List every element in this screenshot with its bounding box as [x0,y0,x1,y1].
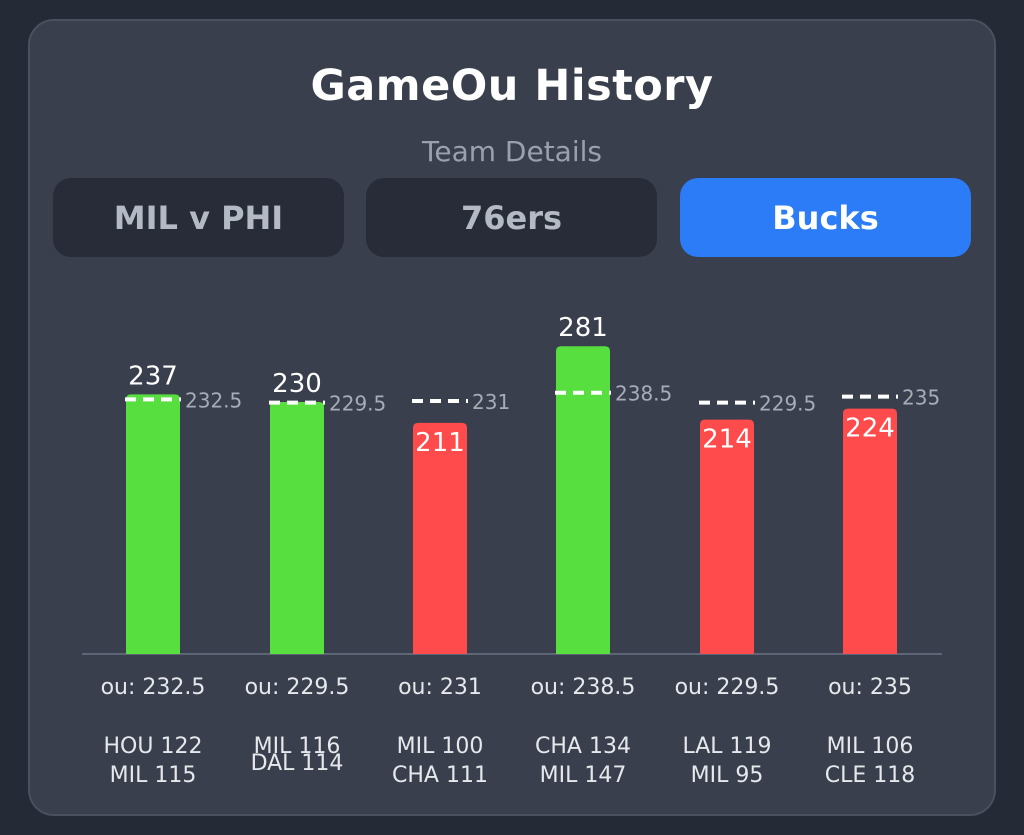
page-subtitle: Team Details [422,135,602,168]
tab-76ers[interactable]: 76ers [366,178,657,257]
tab-mil-v-phi[interactable]: MIL v PHI [53,178,344,257]
tab-bucks[interactable]: Bucks [680,178,971,257]
gameou-history-card: GameOu History Team Details [28,19,996,816]
page-title: GameOu History [310,61,714,111]
